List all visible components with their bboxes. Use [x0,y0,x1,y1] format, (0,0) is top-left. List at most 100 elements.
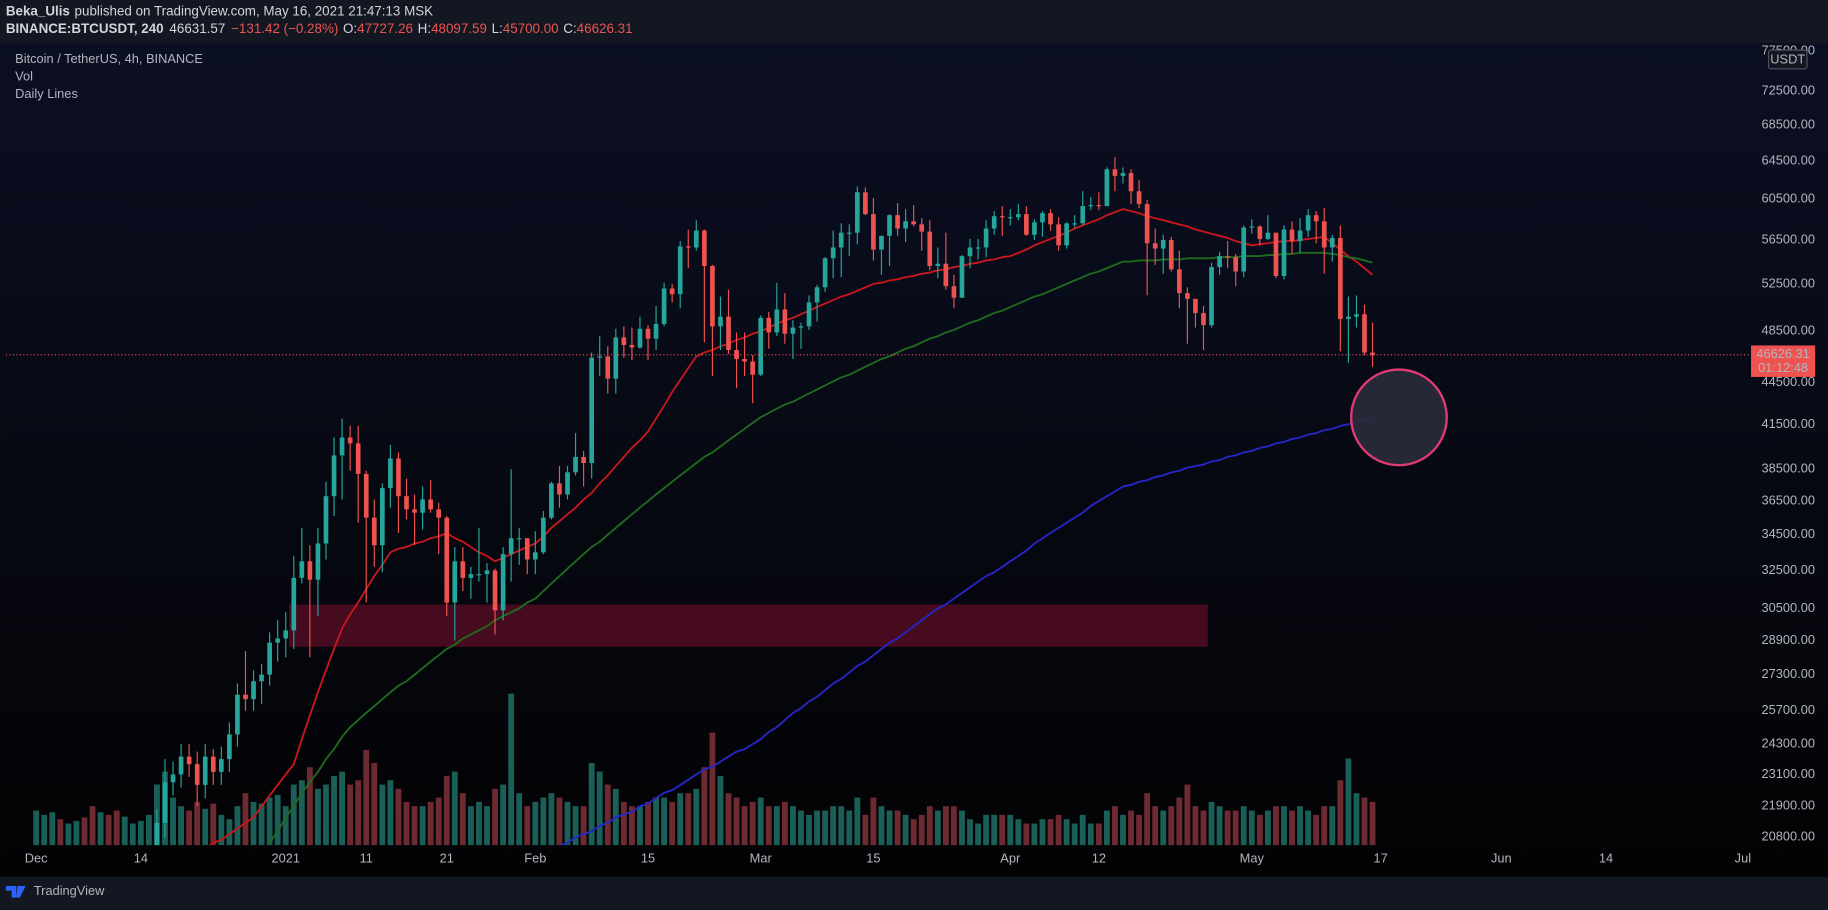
x-tick-label: 15 [641,851,655,866]
volume-bar [170,797,176,846]
volume-bar [685,793,692,846]
volume-bar [121,816,128,846]
candle-body [1015,214,1021,218]
y-tick-label: 20800.00 [1762,828,1815,843]
volume-bar [315,788,321,846]
candle-body [1032,222,1037,235]
candle-body [251,681,256,700]
volume-bar [443,775,450,846]
candle-body [476,574,482,576]
volume-bar [411,806,418,846]
candle-body [854,192,860,233]
candle-body [1241,227,1247,272]
volume-bar [822,810,829,846]
candle-body [1080,206,1086,224]
candle-body [283,630,289,639]
ohlc-key: L: [492,21,503,36]
volume-bar [1329,806,1336,846]
candle-body [895,215,900,229]
candle-body [460,561,466,578]
volume-bar [323,784,329,846]
volume-bar [1128,810,1134,846]
volume-bar [854,797,861,846]
x-tick-label: Jun [1491,851,1512,866]
volume-bar [1232,810,1239,846]
daily-lines [208,208,1374,846]
volume-bar [1256,814,1263,846]
volume-bar [129,823,136,846]
volume-bar [951,806,957,846]
volume-bar [1248,810,1255,846]
volume-bar [1361,797,1368,846]
volume-bar [113,810,120,846]
candle-body [742,358,747,362]
volume-bar [1047,819,1054,846]
candle-body [1168,240,1174,270]
volume-bar [983,814,990,846]
volume-bar [838,806,845,846]
candle-body [267,642,272,675]
candle-body [194,764,200,785]
candle-body [1217,256,1222,268]
volume-bar [701,767,708,846]
change: −131.42 (−0.28%) [231,21,338,36]
candle-body [388,458,393,489]
volume-bar [991,814,998,846]
volume-bar [709,732,716,846]
volume-bar [1200,810,1207,846]
volume-bar [1160,810,1167,846]
volume-bar [661,797,668,846]
volume-bar [492,788,498,846]
candle-body [983,228,989,248]
volume-bar [226,819,233,846]
candle-body [573,456,578,473]
volume-bar [1087,823,1094,846]
volume-bar [476,801,482,846]
y-tick-label: 30500.00 [1762,600,1815,615]
candle-body [1233,257,1239,272]
candle-body [879,235,884,250]
daily-line [559,416,1373,846]
x-tick-label: 14 [134,851,148,866]
volume-bar [1369,801,1376,846]
volume-bar [1007,814,1014,846]
candle-body [484,570,490,575]
candle-body [1152,243,1158,249]
volume-bar [363,749,370,846]
volume-bar [451,771,458,846]
legend-title: Bitcoin / TetherUS, 4h, BINANCE [15,51,203,66]
brand-logo [5,885,26,898]
x-tick-label: Jul [1735,851,1751,866]
candle-body [275,638,281,643]
volume-bar [1289,810,1295,846]
candle-body [162,782,168,823]
volume-bar [427,801,434,846]
volume-bar [1120,814,1126,846]
volume-bar [1055,814,1062,846]
volume-bar [419,806,426,846]
volume-bar [306,767,313,846]
candle-body [549,483,554,518]
x-tick-label: 2021 [271,851,300,866]
volume-bar [41,814,48,846]
volume-bar [371,762,378,846]
candle-body [1209,267,1214,326]
candle-body [661,288,667,324]
candle-body [444,517,450,603]
volume-bar [387,780,394,846]
volume-bar [467,806,474,846]
x-tick-label: Mar [750,851,773,866]
volume-bar [580,806,587,846]
candle-body [943,263,949,287]
volume-bar [878,806,885,846]
volume-bar [1023,823,1030,846]
candle-body [154,822,160,846]
volume-bar [588,762,595,846]
volume-bar [186,810,193,846]
volume-bar [282,806,289,846]
candle-body [1096,205,1102,207]
countdown: 01:12:48 [1758,360,1808,375]
candle-body [863,192,868,215]
candle-body [1346,316,1351,320]
